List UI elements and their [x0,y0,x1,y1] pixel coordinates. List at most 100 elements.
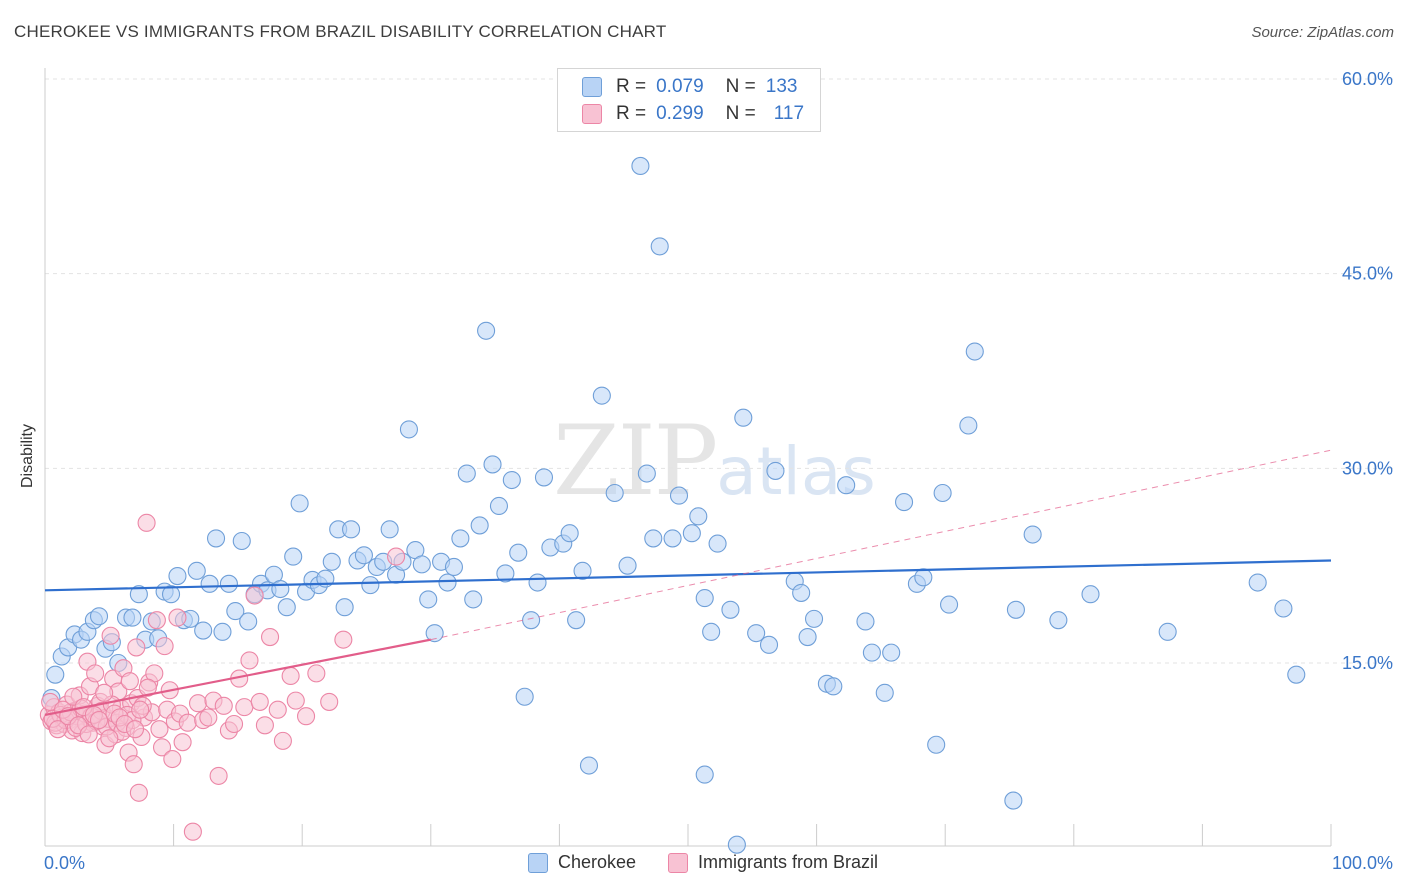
cherokee-point [927,735,946,754]
cherokee-point [1274,599,1293,618]
brazil-point [163,749,182,769]
brazil-point [100,729,119,748]
cherokee-point [747,624,766,643]
cherokee-trend-line [44,559,1332,592]
brazil-point [245,586,264,605]
cherokee-point [605,483,624,503]
brazil-point [48,720,67,739]
cherokee-point [528,573,547,592]
brazil-point [307,664,326,683]
bottom-legend: Cherokee Immigrants from Brazil [0,852,1406,873]
cherokee-point [734,408,753,427]
cherokee-point [708,534,727,553]
brazil-point [273,731,292,750]
brazil-point [320,692,339,711]
brazil-point [150,720,169,739]
cherokee-point [804,609,824,628]
cherokee-point [721,600,740,619]
bottom-swatch-brazil [668,852,688,873]
cherokee-point [837,476,856,495]
cherokee-point [477,321,496,340]
cherokee-point [470,516,489,535]
brazil-point [147,611,166,630]
cherokee-point [650,237,669,256]
brazil-point [209,766,228,785]
brazil-point [334,630,353,649]
brazil-point [178,713,197,732]
cherokee-point [1158,622,1177,641]
legend-swatch-cherokee [582,77,602,97]
brazil-point [86,664,105,683]
cherokee-point [451,529,470,548]
cherokee-point [695,765,714,784]
cherokee-point [161,585,181,604]
cherokee-point [129,585,148,604]
cherokee-point [46,665,65,684]
watermark-atlas: atlas [716,433,876,510]
cherokee-point [567,611,586,630]
cherokee-point [277,598,296,617]
brazil-point [286,691,305,710]
legend-r-label: R = [616,76,647,97]
brazil-point [124,755,143,774]
cherokee-point [322,552,341,571]
cherokee-point [862,643,881,662]
brazil-point [214,696,233,715]
cherokee-point [631,156,650,176]
cherokee-point [219,574,238,593]
legend-n-value: 133 [765,76,798,97]
x-tick-label: 100.0% [1332,853,1393,873]
brazil-point [125,720,145,739]
cherokee-point [335,598,354,617]
cherokee-point [412,555,431,574]
cherokee-point [483,455,502,474]
cherokee-point [232,531,251,551]
brazil-point [155,637,174,656]
watermark-zip: ZIP [553,405,718,517]
legend-n-label: N = [725,103,756,124]
brazil-point [240,651,259,670]
cherokee-point [727,835,746,854]
cherokee-point [464,590,483,609]
cherokee-point [573,561,592,580]
cherokee-point [123,608,142,627]
brazil-point [120,672,139,691]
cherokee-point [940,595,959,614]
cherokee-point [1004,791,1023,810]
cherokee-point [702,622,721,641]
cherokee-point [792,583,811,602]
brazil-point [95,683,114,702]
bottom-legend-cherokee: Cherokee [527,852,636,873]
y-tick-label: 15.0% [1342,653,1393,673]
legend-box: R = 0.079 N = 133 R = 0.299 N = 117 [557,68,821,132]
legend-r-value: 0.299 [656,103,704,124]
brazil-point [129,783,148,802]
bottom-legend-label: Immigrants from Brazil [698,852,879,872]
cherokee-point [824,677,843,696]
cherokee-point [560,524,579,543]
cherokee-point [239,612,258,631]
cherokee-point [271,579,290,599]
cherokee-point [766,461,785,480]
cherokee-point [759,635,779,654]
brazil-trend-line [44,638,432,716]
cherokee-point [361,576,380,595]
cherokee-point [1248,573,1267,592]
chart-title: CHEROKEE VS IMMIGRANTS FROM BRAZIL DISAB… [14,22,667,41]
cherokee-point [444,557,463,577]
brazil-point [183,822,202,841]
cherokee-point [342,520,361,539]
cherokee-point [637,464,656,483]
cherokee-point [168,566,187,586]
legend-row-brazil: R = 0.299 N = 117 [582,102,804,126]
cherokee-point [354,546,373,565]
cherokee-point [496,564,515,583]
cherokee-point [1287,665,1306,684]
brazil-point [268,700,287,719]
cherokee-point [875,683,894,702]
brazil-point [152,738,172,757]
cherokee-point [669,486,689,505]
cherokee-point [933,483,952,503]
bottom-legend-brazil: Immigrants from Brazil [668,852,878,873]
